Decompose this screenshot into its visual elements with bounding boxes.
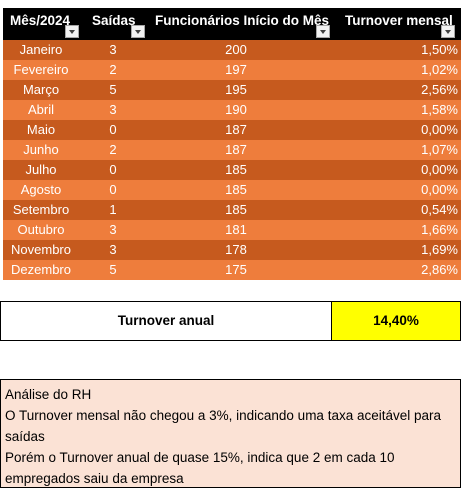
table-row[interactable]: Junho 2 187 1,07% (3, 140, 461, 160)
cell-saidas: 2 (109, 62, 117, 77)
cell-saidas: 3 (109, 222, 117, 237)
cell-funcionarios: 187 (225, 122, 247, 137)
table-row[interactable]: Maio 0 187 0,00% (3, 120, 461, 140)
filter-dropdown-icon[interactable] (65, 25, 79, 38)
cell-saidas: 5 (109, 82, 117, 97)
cell-saidas: 3 (109, 242, 117, 257)
cell-turnover: 2,86% (421, 262, 458, 277)
table-row[interactable]: Fevereiro 2 197 1,02% (3, 60, 461, 80)
cell-mes: Novembro (11, 242, 71, 257)
cell-funcionarios: 197 (225, 62, 247, 77)
cell-turnover: 1,69% (421, 242, 458, 257)
cell-saidas: 0 (109, 182, 117, 197)
header-funcionarios: Funcionários Início do Mês (155, 13, 330, 28)
cell-funcionarios: 185 (225, 202, 247, 217)
cell-turnover: 1,50% (421, 42, 458, 57)
annual-turnover-value[interactable]: 14,40% (332, 301, 461, 341)
table-row[interactable]: Agosto 0 185 0,00% (3, 180, 461, 200)
filter-dropdown-icon[interactable] (441, 25, 455, 38)
table-body: Janeiro 3 200 1,50% Fevereiro 2 197 1,02% Março 5… (3, 40, 461, 280)
cell-mes: Abril (27, 102, 54, 117)
cell-mes: Setembro (12, 202, 70, 217)
cell-turnover: 1,07% (421, 142, 458, 157)
cell-turnover: 0,00% (421, 182, 458, 197)
table-row[interactable]: Abril 3 190 1,58% (3, 100, 461, 120)
cell-funcionarios: 190 (225, 102, 247, 117)
cell-funcionarios: 185 (225, 182, 247, 197)
table-row[interactable]: Novembro 3 178 1,69% (3, 240, 461, 260)
table-row[interactable]: Setembro 1 185 0,54% (3, 200, 461, 220)
cell-saidas: 1 (109, 202, 117, 217)
cell-saidas: 0 (109, 162, 117, 177)
cell-mes: Julho (25, 162, 57, 177)
table-header: Mês/2024 Saídas Funcionários Início do M… (3, 8, 461, 40)
cell-turnover: 1,02% (421, 62, 458, 77)
cell-mes: Dezembro (11, 262, 71, 277)
cell-saidas: 2 (109, 142, 117, 157)
cell-funcionarios: 187 (225, 142, 247, 157)
cell-mes: Fevereiro (13, 62, 69, 77)
annual-turnover-row: Turnover anual 14,40% (0, 301, 461, 341)
cell-mes: Janeiro (19, 42, 63, 57)
cell-funcionarios: 185 (225, 162, 247, 177)
table-row[interactable]: Março 5 195 2,56% (3, 80, 461, 100)
cell-funcionarios: 178 (225, 242, 247, 257)
table-row[interactable]: Julho 0 185 0,00% (3, 160, 461, 180)
analysis-line-1: O Turnover mensal não chegou a 3%, indic… (5, 408, 442, 444)
cell-mes: Agosto (20, 182, 62, 197)
cell-turnover: 0,00% (421, 162, 458, 177)
cell-funcionarios: 181 (225, 222, 247, 237)
cell-turnover: 2,56% (421, 82, 458, 97)
cell-saidas: 5 (109, 262, 117, 277)
hr-analysis-box[interactable]: Análise do RH O Turnover mensal não cheg… (0, 379, 461, 488)
cell-funcionarios: 175 (225, 262, 247, 277)
annual-turnover-label[interactable]: Turnover anual (0, 301, 332, 341)
header-turnover: Turnover mensal (345, 13, 453, 28)
header-saidas: Saídas (92, 13, 136, 28)
table-row[interactable]: Janeiro 3 200 1,50% (3, 40, 461, 60)
cell-saidas: 0 (109, 122, 117, 137)
cell-mes: Maio (26, 122, 56, 137)
filter-dropdown-icon[interactable] (316, 25, 330, 38)
table-row[interactable]: Dezembro 5 175 2,86% (3, 260, 461, 280)
analysis-line-2: Porém o Turnover anual de quase 15%, ind… (5, 450, 395, 486)
cell-saidas: 3 (109, 102, 117, 117)
turnover-table: Mês/2024 Saídas Funcionários Início do M… (3, 8, 461, 280)
filter-dropdown-icon[interactable] (131, 25, 145, 38)
cell-funcionarios: 195 (225, 82, 247, 97)
header-mes: Mês/2024 (10, 13, 71, 28)
table-row[interactable]: Outubro 3 181 1,66% (3, 220, 461, 240)
analysis-title: Análise do RH (5, 387, 92, 402)
cell-turnover: 0,54% (421, 202, 458, 217)
cell-mes: Março (22, 82, 60, 97)
cell-saidas: 3 (109, 42, 117, 57)
cell-turnover: 1,58% (421, 102, 458, 117)
cell-turnover: 1,66% (421, 222, 458, 237)
cell-mes: Junho (23, 142, 59, 157)
cell-mes: Outubro (17, 222, 65, 237)
cell-funcionarios: 200 (225, 42, 247, 57)
cell-turnover: 0,00% (421, 122, 458, 137)
